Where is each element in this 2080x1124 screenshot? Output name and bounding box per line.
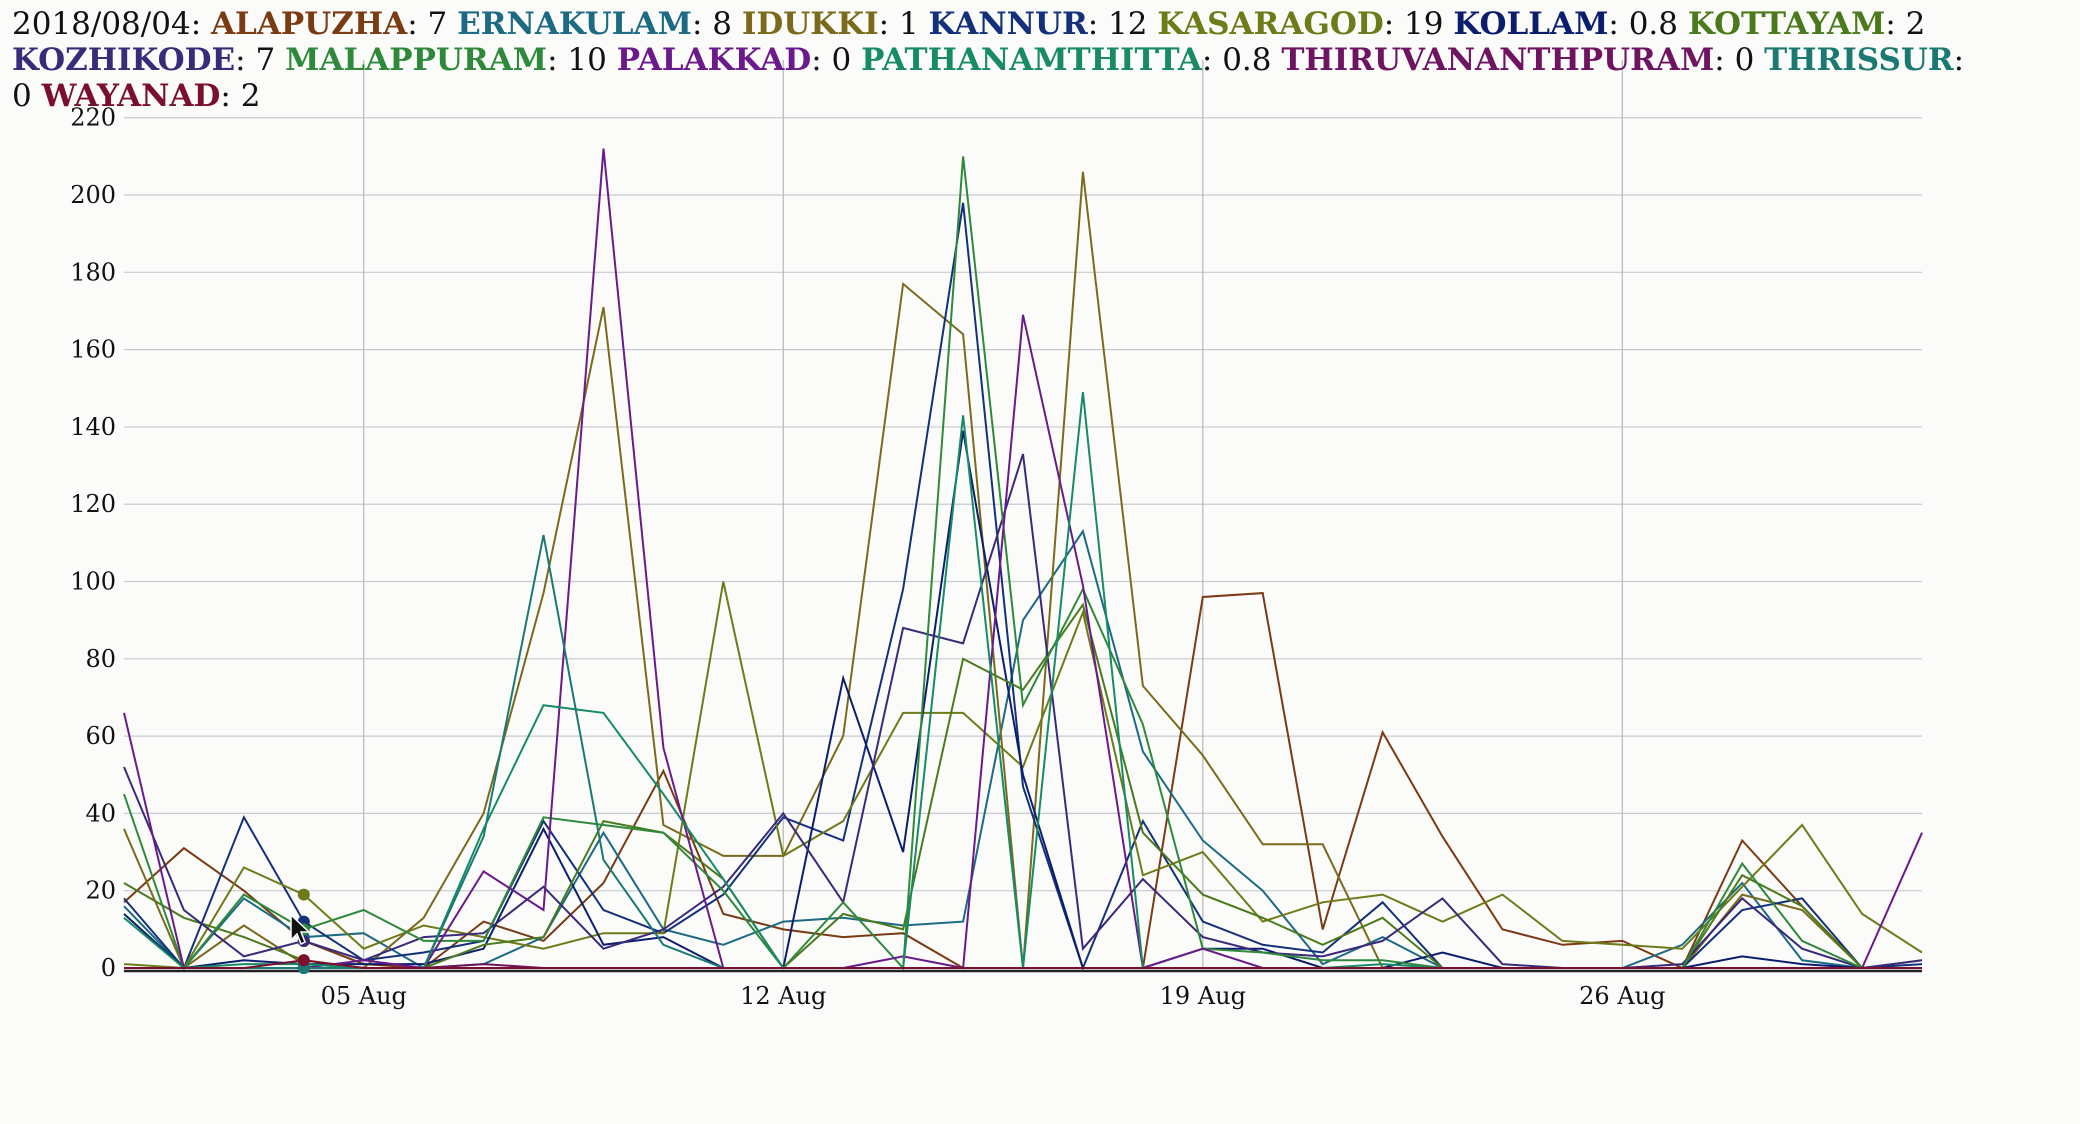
y-tick-label: 100 xyxy=(70,568,116,596)
y-tick-label: 20 xyxy=(85,877,116,905)
mouse-cursor-icon xyxy=(290,914,311,946)
series-line-pathanamthitta xyxy=(123,391,1922,970)
legend-item-malappuram: MALAPPURAM: 10 xyxy=(285,42,617,78)
legend-series-name: PATHANAMTHITTA xyxy=(861,42,1202,78)
legend-series-name: KASARAGOD xyxy=(1157,6,1384,42)
legend-series-value: : 8 xyxy=(691,6,742,42)
legend-series-value: : 19 xyxy=(1383,6,1454,42)
legend-series-name: THIRUVANANTHPURAM xyxy=(1281,42,1715,78)
series-line-palakkad xyxy=(123,148,1923,970)
legend-series-value: : 2 xyxy=(1885,6,1926,42)
legend-item-idukki: IDUKKI: 1 xyxy=(742,6,929,42)
legend-date-colon: : xyxy=(190,6,211,42)
x-tick-label: 26 Aug xyxy=(1579,982,1665,1010)
legend-series-value: : 0 xyxy=(1714,42,1765,78)
legend-series-value: : 2 xyxy=(220,78,261,114)
legend-item-kottayam: KOTTAYAM: 2 xyxy=(1688,6,1926,42)
series-line-idukki xyxy=(123,171,1923,970)
legend-series-value: : 7 xyxy=(407,6,458,42)
y-tick-label: 40 xyxy=(85,799,116,827)
highlight-point-wayanad xyxy=(297,954,310,967)
legend-series-value: : 0 xyxy=(811,42,862,78)
legend-series-name: IDUKKI xyxy=(741,6,879,42)
series-line-ernakulam xyxy=(123,528,1922,970)
legend-series-value: : 1 xyxy=(878,6,929,42)
legend-series-name: KOTTAYAM xyxy=(1687,6,1886,42)
legend-item-thiruvananthpuram: THIRUVANANTHPURAM: 0 xyxy=(1281,42,1764,78)
legend-series-name: MALAPPURAM xyxy=(285,42,548,78)
series-line-thrissur xyxy=(124,534,1922,969)
legend-series-name: WAYANAD xyxy=(41,78,221,114)
y-tick-label: 80 xyxy=(85,645,116,673)
legend-series-name: PALAKKAD xyxy=(616,42,812,78)
x-tick-label: 12 Aug xyxy=(740,982,826,1010)
legend-item-kozhikode: KOZHIKODE: 7 xyxy=(12,42,285,78)
y-tick-label: 140 xyxy=(70,413,116,441)
legend-series-value: : 0 xyxy=(12,42,1965,114)
legend-items: ALAPUZHA: 7 ERNAKULAM: 8 IDUKKI: 1 KANNU… xyxy=(12,6,1964,114)
y-tick-label: 180 xyxy=(70,258,116,286)
y-tick-label: 0 xyxy=(101,954,116,982)
legend-item-kollam: KOLLAM: 0.8 xyxy=(1453,6,1688,42)
legend-item-kasaragod: KASARAGOD: 19 xyxy=(1157,6,1453,42)
legend-series-value: : 0.8 xyxy=(1608,6,1688,42)
y-tick-label: 60 xyxy=(85,722,116,750)
legend-item-pathanamthitta: PATHANAMTHITTA: 0.8 xyxy=(861,42,1281,78)
legend-date: 2018/08/04 xyxy=(12,6,191,42)
y-tick-label: 120 xyxy=(70,490,116,518)
legend-item-kannur: KANNUR: 12 xyxy=(929,6,1158,42)
legend-series-name: KOZHIKODE xyxy=(12,42,236,78)
legend-item-thrissur: THRISSUR: 0 xyxy=(12,42,1964,114)
legend: 2018/08/04: ALAPUZHA: 7 ERNAKULAM: 8 IDU… xyxy=(12,6,1992,114)
legend-series-name: THRISSUR xyxy=(1764,42,1954,78)
legend-series-name: KOLLAM xyxy=(1453,6,1609,42)
series-line-malappuram xyxy=(123,156,1922,971)
legend-item-palakkad: PALAKKAD: 0 xyxy=(617,42,861,78)
y-tick-label: 220 xyxy=(70,104,116,132)
legend-series-name: ERNAKULAM xyxy=(457,6,692,42)
legend-item-ernakulam: ERNAKULAM: 8 xyxy=(457,6,742,42)
legend-series-value: : 7 xyxy=(235,42,286,78)
legend-item-wayanad: WAYANAD: 2 xyxy=(42,78,261,114)
legend-series-name: ALAPUZHA xyxy=(211,6,408,42)
series-line-kasaragod xyxy=(123,581,1923,970)
y-tick-label: 160 xyxy=(70,336,116,364)
legend-series-name: KANNUR xyxy=(928,6,1088,42)
x-tick-label: 05 Aug xyxy=(321,982,407,1010)
x-tick-label: 19 Aug xyxy=(1160,982,1246,1010)
y-tick-label: 200 xyxy=(70,181,116,209)
highlight-point-kasaragod xyxy=(297,888,310,901)
series-line-wayanad xyxy=(124,959,1922,969)
legend-series-value: : 0.8 xyxy=(1201,42,1282,78)
legend-series-value: : 10 xyxy=(547,42,617,78)
legend-series-value: : 12 xyxy=(1087,6,1158,42)
legend-item-alapuzha: ALAPUZHA: 7 xyxy=(211,6,457,42)
